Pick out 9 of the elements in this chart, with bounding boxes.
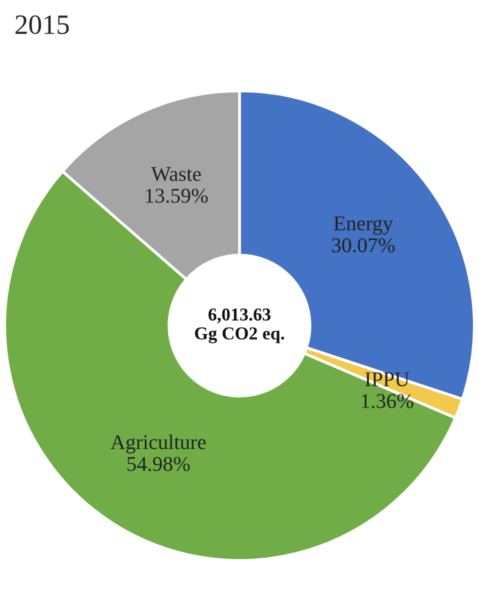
chart-title: 2015 bbox=[16, 15, 69, 34]
slice-label: Waste bbox=[151, 167, 201, 182]
data-label: 1.36% bbox=[362, 394, 414, 408]
text: 6,013.63 Gg CO2 eq. bbox=[194, 308, 284, 344]
data-label: 54.98% bbox=[127, 456, 190, 472]
slice-label: Energy bbox=[334, 216, 393, 235]
data-label: 30.07% bbox=[332, 238, 395, 252]
data-label: 13.59% bbox=[146, 188, 208, 203]
slice-label: Agriculture bbox=[110, 434, 206, 454]
